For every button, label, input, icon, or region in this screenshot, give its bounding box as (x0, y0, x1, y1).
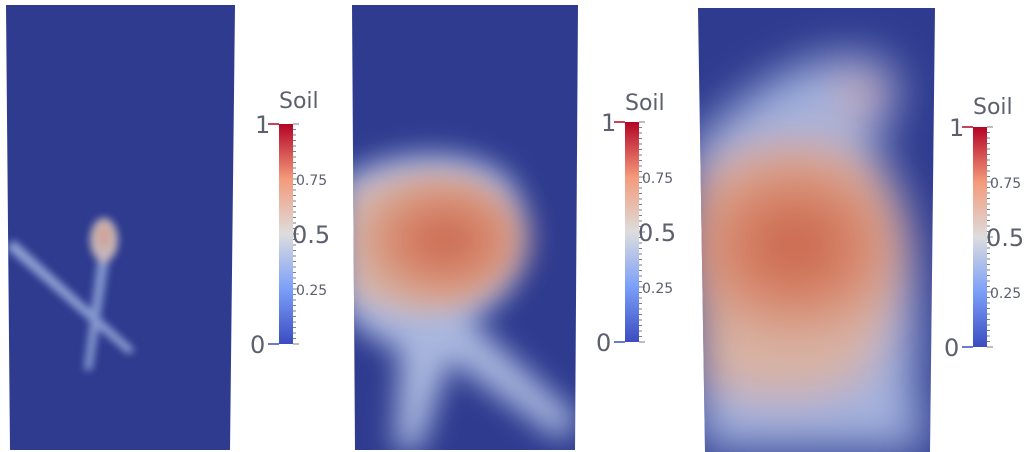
legend-label-q1: 0.25 (642, 281, 673, 297)
legend-color-bar (973, 127, 987, 347)
legend-label-max: 1 (255, 111, 270, 139)
legend-label-mid: 0.5 (638, 219, 676, 247)
legend-ticks (293, 123, 299, 345)
color-legend-2: Soil 1 0.75 0.5 0.25 0 (596, 91, 676, 357)
soil-field-panel-2 (352, 5, 578, 450)
plume-panel-1 (6, 218, 135, 370)
plume-panel-3 (698, 55, 930, 450)
legend-label-min: 0 (596, 329, 611, 357)
legend-color-bar (279, 124, 293, 344)
legend-ticks (987, 126, 993, 348)
color-legend-3: Soil 1 0.75 0.5 0.25 0 (944, 95, 1024, 362)
legend-label-max: 1 (601, 109, 616, 137)
domain-background (6, 5, 235, 450)
legend-title: Soil (973, 95, 1013, 120)
legend-label-q3: 0.75 (296, 173, 327, 189)
legend-label-q1: 0.25 (990, 286, 1021, 302)
soil-field-panel-1 (6, 5, 235, 450)
plume-panel-2 (352, 153, 578, 450)
legend-label-min: 0 (944, 334, 959, 362)
color-legend-1: Soil 1 0.75 0.5 0.25 0 (250, 89, 330, 359)
legend-label-q3: 0.75 (990, 176, 1021, 192)
legend-title: Soil (279, 89, 319, 114)
legend-label-q1: 0.25 (296, 283, 327, 299)
legend-ticks (639, 121, 645, 343)
soil-field-panel-3 (698, 8, 935, 452)
legend-label-mid: 0.5 (292, 221, 330, 249)
legend-label-mid: 0.5 (986, 224, 1024, 252)
legend-label-q3: 0.75 (642, 171, 673, 187)
legend-title: Soil (625, 91, 665, 116)
legend-label-min: 0 (250, 331, 265, 359)
legend-label-max: 1 (949, 114, 964, 142)
legend-color-bar (625, 122, 639, 342)
